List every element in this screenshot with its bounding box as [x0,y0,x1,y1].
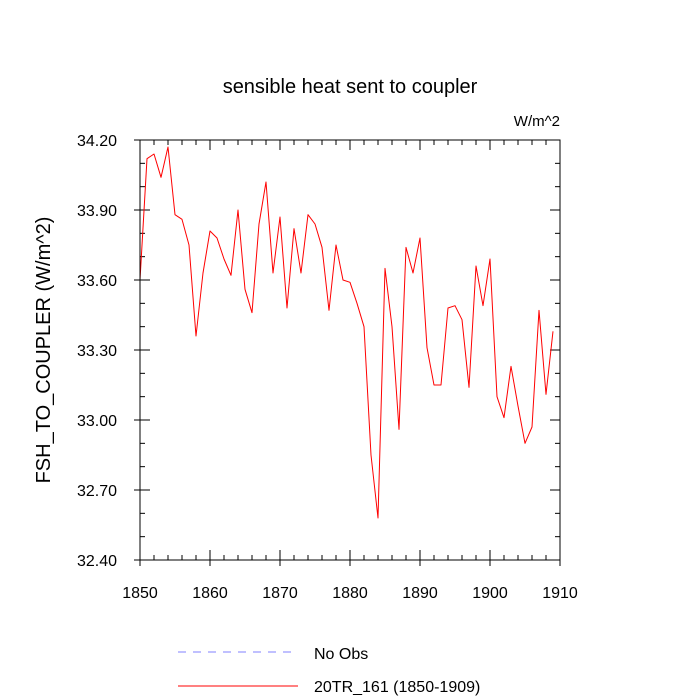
x-tick-label: 1900 [472,585,508,602]
y-tick-label: 34.20 [77,133,117,150]
chart-title: sensible heat sent to coupler [223,76,478,98]
series-line [139,146,554,519]
legend: No Obs 20TR_161 (1850-1909) [178,646,480,696]
x-tick-label: 1890 [402,585,438,602]
units-label: W/m^2 [514,113,560,130]
x-tick-label: 1910 [542,585,578,602]
y-tick-label: 32.40 [77,553,117,570]
plot-frame [139,139,561,561]
y-tick-label: 33.60 [77,273,117,290]
y-tick-label: 33.30 [77,343,117,360]
x-tick-label: 1860 [192,585,228,602]
x-tick-labels: 1850 1860 1870 1880 1890 1900 1910 [122,585,578,602]
legend-label-model: 20TR_161 (1850-1909) [314,679,480,696]
axis-ticks [134,139,561,566]
y-tick-labels: 32.40 32.70 33.00 33.30 33.60 33.90 34.20 [77,133,117,570]
x-tick-label: 1880 [332,585,368,602]
x-tick-label: 1870 [262,585,298,602]
legend-label-no-obs: No Obs [314,646,368,663]
y-axis-label: FSH_TO_COUPLER (W/m^2) [33,217,55,484]
y-tick-label: 32.70 [77,483,117,500]
y-tick-label: 33.00 [77,413,117,430]
series-layer [139,146,554,519]
x-tick-label: 1850 [122,585,158,602]
y-tick-label: 33.90 [77,203,117,220]
